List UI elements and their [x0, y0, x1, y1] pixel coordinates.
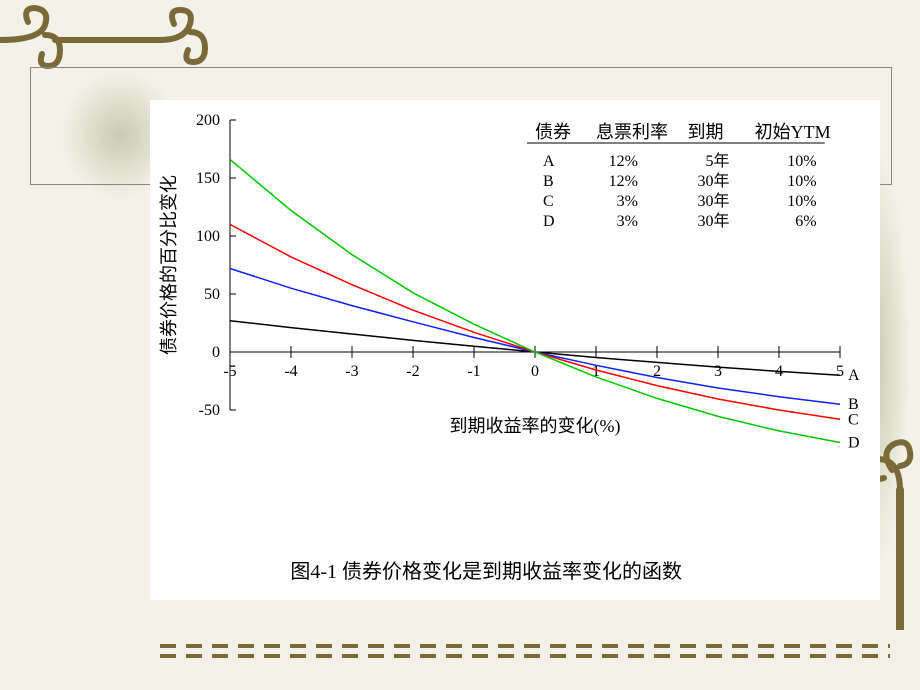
- legend-header: 息票利率: [596, 122, 668, 142]
- series-label-A: A: [848, 367, 860, 384]
- x-tick-label: -4: [284, 363, 297, 380]
- legend-cell: 6%: [795, 213, 816, 230]
- legend-cell: 10%: [787, 153, 816, 170]
- legend-cell: 30年: [697, 172, 729, 190]
- bond-price-chart: -50050100150200-5-4-3-2-1012345ABCD债券价格的…: [150, 100, 880, 600]
- legend-cell: 10%: [787, 173, 816, 190]
- chart-caption: 图4-1 债券价格变化是到期收益率变化的函数: [290, 560, 682, 583]
- series-B: [230, 269, 840, 405]
- series-D: [230, 159, 840, 442]
- y-tick-label: 50: [204, 286, 220, 303]
- legend-cell: A: [543, 153, 555, 170]
- series-label-C: C: [848, 411, 859, 428]
- legend-header: 初始YTM: [755, 122, 831, 142]
- x-tick-label: 3: [714, 363, 722, 380]
- legend-header: 到期: [688, 122, 724, 142]
- chart-panel: -50050100150200-5-4-3-2-1012345ABCD债券价格的…: [150, 100, 880, 600]
- y-tick-label: -50: [199, 402, 220, 419]
- series-label-D: D: [848, 434, 860, 451]
- y-axis-title: 债券价格的百分比变化: [159, 175, 179, 355]
- decor-bottom-band: [160, 642, 890, 660]
- legend-cell: 10%: [787, 193, 816, 210]
- y-tick-label: 0: [212, 344, 220, 361]
- x-tick-label: -3: [345, 363, 358, 380]
- x-tick-label: 5: [836, 363, 844, 380]
- legend-cell: 12%: [609, 173, 638, 190]
- legend-header: 债券: [535, 122, 571, 142]
- y-tick-label: 200: [196, 112, 220, 129]
- x-axis-title: 到期收益率的变化(%): [450, 416, 621, 437]
- series-C: [230, 224, 840, 419]
- x-tick-label: -1: [467, 363, 480, 380]
- legend-cell: 3%: [617, 193, 638, 210]
- y-tick-label: 100: [196, 228, 220, 245]
- x-tick-label: 0: [531, 363, 539, 380]
- x-tick-label: -5: [223, 363, 236, 380]
- legend-cell: C: [543, 193, 554, 210]
- legend-cell: D: [543, 213, 555, 230]
- legend-cell: 30年: [697, 212, 729, 230]
- legend-cell: 3%: [617, 213, 638, 230]
- y-tick-label: 150: [196, 170, 220, 187]
- legend-cell: B: [543, 173, 554, 190]
- legend-cell: 5年: [705, 152, 729, 170]
- legend-cell: 30年: [697, 192, 729, 210]
- legend-cell: 12%: [609, 153, 638, 170]
- x-tick-label: -2: [406, 363, 419, 380]
